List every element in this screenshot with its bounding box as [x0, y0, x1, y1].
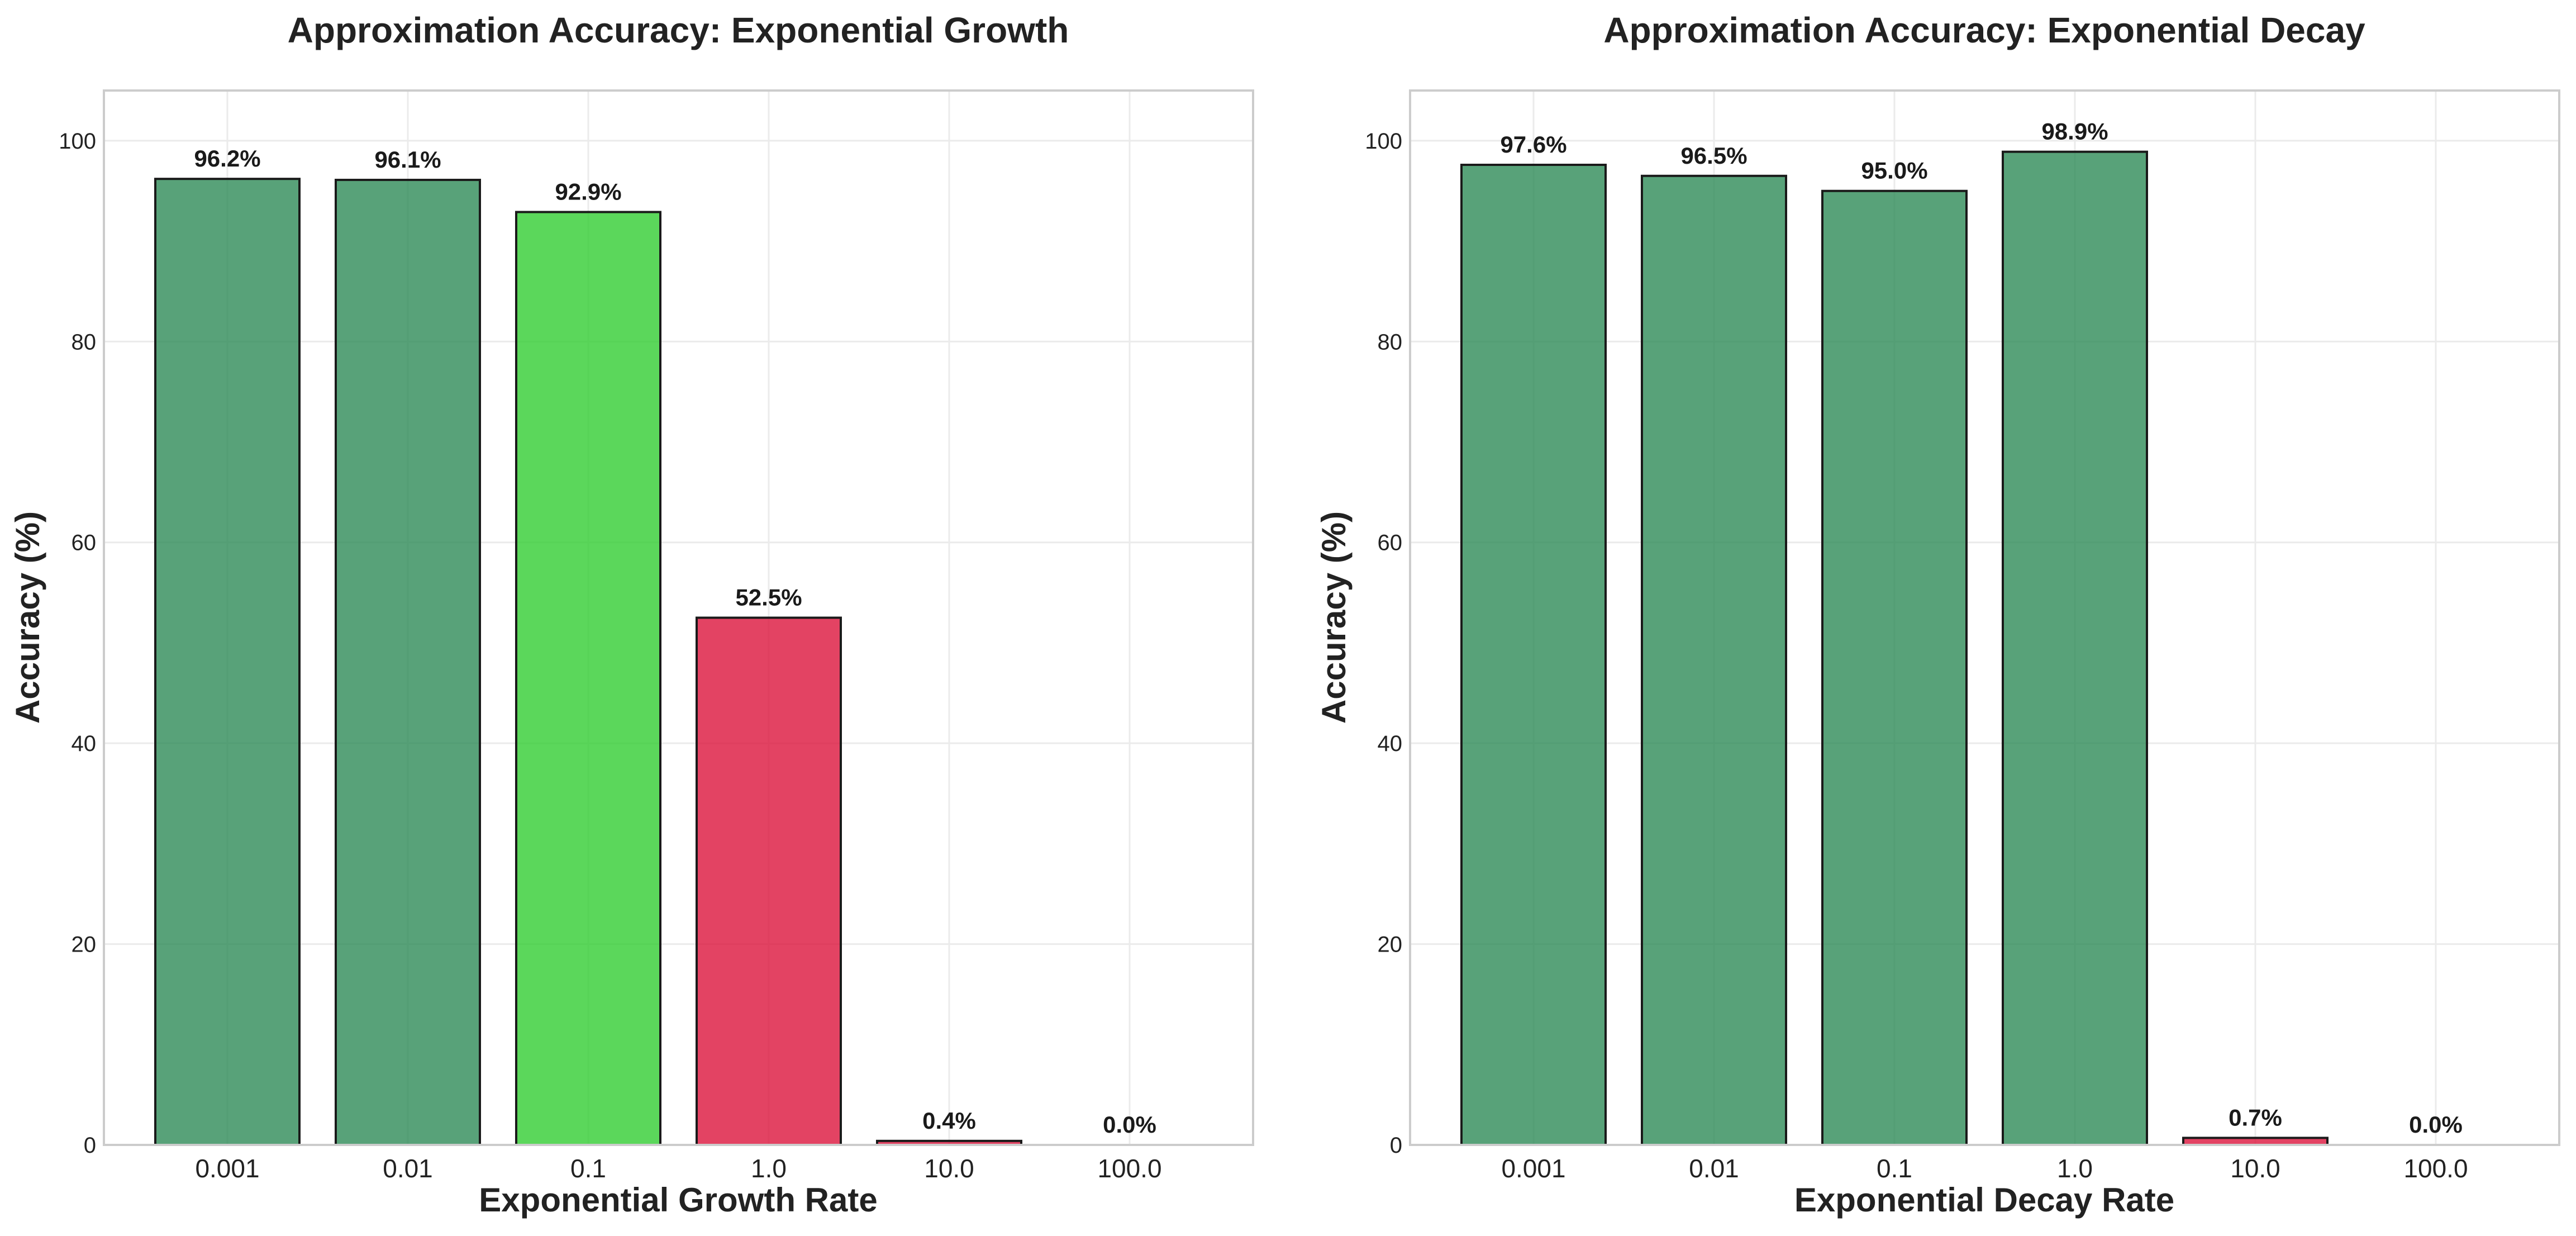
decay-bars [1460, 150, 2329, 1147]
growth-data-label-0.1: 92.9% [555, 178, 621, 205]
growth-x-tick-label-0.001: 0.001 [195, 1154, 259, 1183]
growth-y-tick-label: 100 [59, 129, 96, 154]
growth-y-tick-label: 20 [72, 933, 97, 957]
decay-x-tick-label-0.001: 0.001 [1501, 1154, 1565, 1183]
growth-data-label-0.001: 96.2% [194, 145, 260, 172]
growth-y-tick-label: 0 [84, 1133, 96, 1158]
growth-chart-title: Approximation Accuracy: Exponential Grow… [288, 10, 1069, 50]
decay-chart: Approximation Accuracy: Exponential Deca… [1315, 10, 2560, 1219]
decay-data-label-10.0: 0.7% [2229, 1104, 2282, 1130]
decay-data-label-0.01: 96.5% [1680, 142, 1747, 169]
decay-x-ticks: 0.001 0.01 0.1 1.0 10.0 100.0 [1501, 1154, 2468, 1183]
growth-y-ticks: 0 20 40 60 80 100 [59, 129, 96, 1158]
growth-data-label-100.0: 0.0% [1103, 1111, 1156, 1138]
decay-y-tick-label: 60 [1378, 531, 1403, 555]
growth-bar-0.001 [154, 178, 301, 1146]
decay-x-tick-label-0.01: 0.01 [1689, 1154, 1739, 1183]
decay-y-ticks: 0 20 40 60 80 100 [1365, 129, 1402, 1158]
growth-y-axis-label: Accuracy (%) [9, 511, 46, 724]
growth-data-label-10.0: 0.4% [922, 1107, 976, 1134]
growth-bar-0.01 [335, 178, 481, 1147]
growth-x-tick-label-0.01: 0.01 [383, 1154, 433, 1183]
growth-bar-1.0 [696, 616, 842, 1146]
decay-y-tick-label: 0 [1390, 1133, 1402, 1158]
growth-y-tick-label: 60 [72, 531, 97, 555]
growth-x-axis-label: Exponential Growth Rate [479, 1181, 877, 1219]
growth-y-tick-label: 40 [72, 731, 97, 756]
decay-bar-0.001 [1460, 163, 1607, 1147]
decay-y-axis-label: Accuracy (%) [1315, 511, 1353, 724]
decay-chart-title: Approximation Accuracy: Exponential Deca… [1603, 10, 2365, 50]
decay-data-label-0.1: 95.0% [1861, 158, 1927, 184]
decay-y-tick-label: 80 [1378, 330, 1403, 354]
growth-y-tick-label: 80 [72, 330, 97, 354]
decay-bar-0.1 [1821, 189, 1968, 1147]
decay-x-tick-label-0.1: 0.1 [1877, 1154, 1912, 1183]
decay-data-labels: 97.6% 96.5% 95.0% 98.9% 0.7% 0.0% [1500, 118, 2462, 1138]
growth-bar-0.1 [515, 211, 661, 1146]
decay-y-tick-label: 100 [1365, 129, 1402, 154]
growth-x-tick-label-100.0: 100.0 [1097, 1154, 1161, 1183]
decay-x-tick-label-1.0: 1.0 [2057, 1154, 2093, 1183]
decay-bar-1.0 [2002, 150, 2148, 1146]
growth-data-labels: 96.2% 96.1% 92.9% 52.5% 0.4% 0.0% [194, 145, 1156, 1138]
decay-bar-0.01 [1641, 174, 1787, 1146]
growth-x-tick-label-0.1: 0.1 [570, 1154, 606, 1183]
decay-plot-frame [1409, 89, 2560, 1146]
decay-data-label-100.0: 0.0% [2409, 1111, 2463, 1138]
growth-plot-frame [103, 89, 1254, 1146]
decay-x-tick-label-100.0: 100.0 [2403, 1154, 2468, 1183]
decay-x-axis-label: Exponential Decay Rate [1794, 1181, 2174, 1219]
decay-data-label-0.001: 97.6% [1500, 131, 1566, 158]
growth-data-label-0.01: 96.1% [374, 146, 441, 173]
decay-x-tick-label-10.0: 10.0 [2230, 1154, 2280, 1183]
growth-data-label-1.0: 52.5% [735, 584, 802, 611]
decay-y-tick-label: 40 [1378, 731, 1403, 756]
growth-chart: Approximation Accuracy: Exponential Grow… [9, 10, 1254, 1219]
growth-x-ticks: 0.001 0.01 0.1 1.0 10.0 100.0 [195, 1154, 1161, 1183]
growth-bars [154, 178, 1022, 1147]
growth-x-tick-label-1.0: 1.0 [751, 1154, 787, 1183]
decay-data-label-1.0: 98.9% [2041, 118, 2108, 145]
growth-x-tick-label-10.0: 10.0 [924, 1154, 974, 1183]
decay-y-tick-label: 20 [1378, 933, 1403, 957]
